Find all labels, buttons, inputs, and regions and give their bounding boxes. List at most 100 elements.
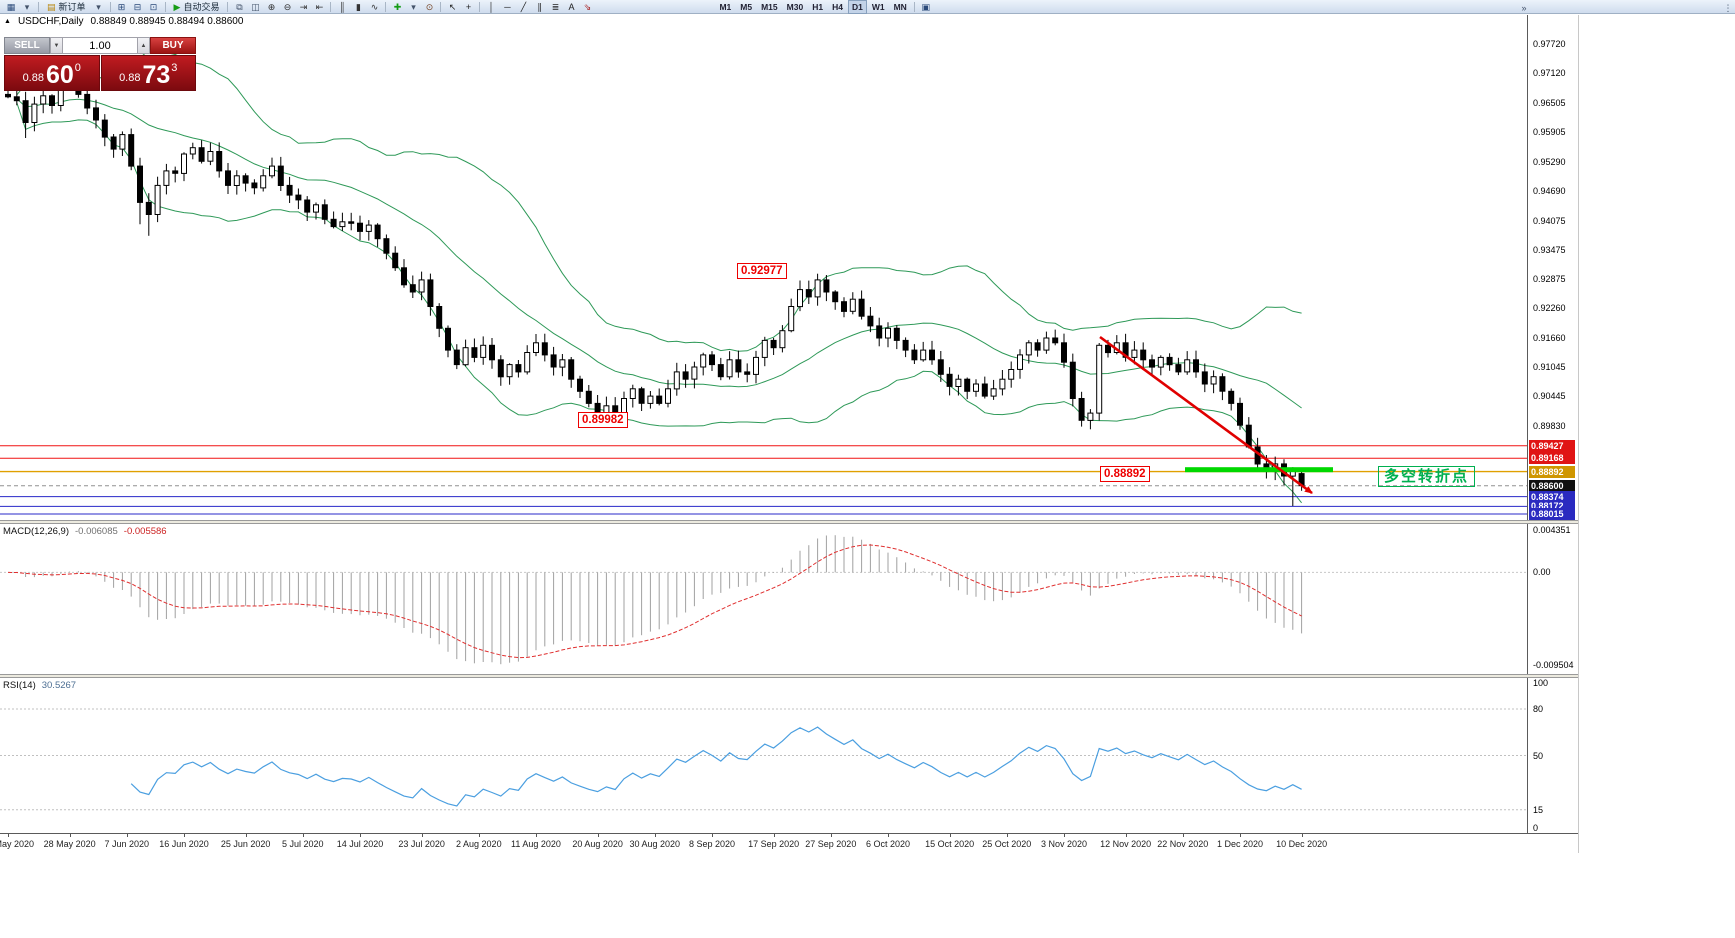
buy-price-button[interactable]: 0.88 73 3	[100, 55, 196, 91]
support-segment[interactable]	[1185, 467, 1333, 473]
cascade-windows-icon[interactable]: ⧉	[231, 0, 247, 14]
macd-axis-label: -0.009504	[1533, 660, 1574, 670]
volume-decrease-button[interactable]: ▼	[50, 37, 63, 54]
date-tick	[654, 834, 656, 837]
equidistant-channel-icon: ∥	[537, 1, 542, 12]
timeframe-mn-button[interactable]: MN	[893, 1, 907, 12]
zoom-out-icon[interactable]: ⊖	[279, 0, 295, 14]
date-label: 5 Jul 2020	[282, 839, 324, 849]
tile-windows-icon[interactable]: ◫	[247, 0, 263, 14]
time-axis[interactable]: 19 May 2020 28 May 2020 7 Jun 2020 16 Jun 2…	[0, 833, 1578, 853]
date-label: 22 Nov 2020	[1157, 839, 1209, 849]
trendline-icon[interactable]: ╱	[515, 0, 531, 14]
new-chart-icon[interactable]: ▦	[3, 0, 19, 14]
date-label: 2 Aug 2020	[456, 839, 502, 849]
date-label: 27 Sep 2020	[805, 839, 857, 849]
subwindow-marker-icon: ▲	[4, 17, 11, 25]
new-order-icon: ▤	[47, 1, 56, 12]
rsi-panel: RSI(14) 30.5267	[0, 678, 1527, 833]
date-label: 25 Jun 2020	[220, 839, 271, 849]
price-callout[interactable]: 0.89982	[578, 412, 628, 428]
rsi-label: RSI(14) 30.5267	[3, 680, 76, 691]
trend-arrow[interactable]	[1099, 335, 1313, 495]
price-callout[interactable]: 0.88892	[1100, 466, 1150, 482]
rsi-canvas[interactable]	[0, 678, 1527, 833]
price-chart-canvas[interactable]	[0, 15, 1527, 520]
auto-scroll-icon[interactable]: ⇥	[295, 0, 311, 14]
new-chart-icon: ▦	[6, 1, 16, 12]
toolbar-overflow-icon[interactable]: »	[1516, 1, 1532, 15]
new-order-button[interactable]: ▤ 新订单	[42, 0, 91, 14]
arrow-objects-icon: ⇘	[583, 1, 592, 12]
candlestick-chart-icon: ▮	[355, 1, 361, 12]
panel-separator[interactable]	[0, 674, 1578, 678]
timeframe-m30-button[interactable]: M30	[786, 1, 804, 12]
order-dropdown-icon[interactable]: ▾	[91, 0, 107, 14]
bid-price-big-digits: 60	[45, 61, 74, 89]
macd-canvas[interactable]	[0, 524, 1527, 674]
price-axis[interactable]: 0.97720 0.97120 0.96505 0.95905 0.95290 0.946…	[1527, 15, 1578, 853]
horizontal-line-icon[interactable]: ─	[499, 0, 515, 14]
bollinger-upper-band	[16, 49, 1302, 352]
toolbar-options-icon[interactable]: ⋮	[1720, 1, 1735, 15]
toolbar-separator	[109, 1, 111, 12]
sell-price-button[interactable]: 0.88 60 0	[4, 55, 100, 91]
arrow-objects-icon[interactable]: ⇘	[579, 0, 595, 14]
panel-separator[interactable]	[0, 520, 1578, 524]
text-label-icon[interactable]: A	[563, 0, 579, 14]
cursor-icon: ↖	[448, 1, 457, 12]
timeframe-d1-button[interactable]: D1	[847, 0, 867, 14]
indicators-icon[interactable]: ✚	[389, 0, 405, 14]
volume-increase-button[interactable]: ▲	[137, 37, 150, 54]
date-label: 1 Dec 2020	[1216, 839, 1264, 849]
date-tick	[1064, 834, 1065, 837]
chevron-up-icon: ▲	[140, 42, 147, 49]
chart-window: 0.92977 0.89982 0.88892 多空转折点 ▲ USDCHF,Dail…	[0, 15, 1579, 853]
price-axis-label: 0.97720	[1533, 39, 1566, 49]
templates-icon[interactable]: ▣	[918, 0, 934, 14]
fibonacci-icon[interactable]: ≣	[547, 0, 563, 14]
macd-histogram	[16, 535, 1303, 665]
navigator-icon: ⊡	[149, 1, 158, 12]
pivot-note[interactable]: 多空转折点	[1378, 466, 1476, 487]
zoom-in-icon[interactable]: ⊕	[263, 0, 279, 14]
timeframe-m1-button[interactable]: M1	[719, 1, 732, 12]
autotrading-button[interactable]: ▶ 自动交易	[169, 0, 225, 14]
timeframe-m5-button[interactable]: M5	[740, 1, 753, 12]
timeframe-h1-button[interactable]: H1	[812, 1, 824, 12]
line-chart-icon[interactable]: ∿	[366, 0, 382, 14]
vertical-line-icon[interactable]: │	[483, 0, 499, 14]
price-tag-0.89168: 0.89168	[1529, 452, 1575, 465]
timeframe-h4-button[interactable]: H4	[832, 1, 843, 12]
buy-button[interactable]: BUY	[150, 37, 196, 54]
equidistant-channel-icon[interactable]: ∥	[531, 0, 547, 14]
timeframe-w1-button[interactable]: W1	[871, 1, 885, 12]
timeframe-m15-button[interactable]: M15	[761, 1, 778, 12]
rsi-name: RSI(14)	[3, 680, 36, 691]
volume-input[interactable]: 1.00	[63, 37, 137, 54]
date-tick	[536, 834, 537, 837]
sell-button[interactable]: SELL	[4, 37, 50, 54]
price-callout[interactable]: 0.92977	[737, 263, 787, 279]
candlestick-chart-icon[interactable]: ▮	[350, 0, 366, 14]
navigator-icon[interactable]: ⊡	[146, 0, 162, 14]
cascade-windows-icon: ⧉	[236, 1, 243, 12]
price-tag-0.88600: 0.88600	[1529, 479, 1575, 492]
timeframe-toolbar: M1 M5 M15 M30 H1 H4 D1 W1 MN	[715, 0, 910, 14]
toolbar-separator	[385, 1, 387, 12]
market-watch-icon[interactable]: ⊞	[114, 0, 130, 14]
cursor-icon[interactable]: ↖	[444, 0, 460, 14]
cycles-icon[interactable]: ⊙	[421, 0, 437, 14]
date-tick	[949, 834, 951, 837]
chart-shift-icon[interactable]: ⇤	[311, 0, 327, 14]
crosshair-icon[interactable]: +	[460, 0, 476, 14]
zoom-in-icon: ⊕	[267, 1, 276, 12]
indicators-dropdown-icon[interactable]: ▾	[405, 0, 421, 14]
price-axis-label: 0.89830	[1533, 421, 1566, 432]
chart-profiles-icon[interactable]: ▾	[19, 0, 35, 14]
date-label: 14 Jul 2020	[336, 839, 384, 849]
data-window-icon[interactable]: ⊟	[130, 0, 146, 14]
macd-axis-label: 0.004351	[1533, 525, 1571, 535]
bar-chart-icon[interactable]: ║	[334, 0, 350, 14]
date-tick	[8, 834, 9, 837]
